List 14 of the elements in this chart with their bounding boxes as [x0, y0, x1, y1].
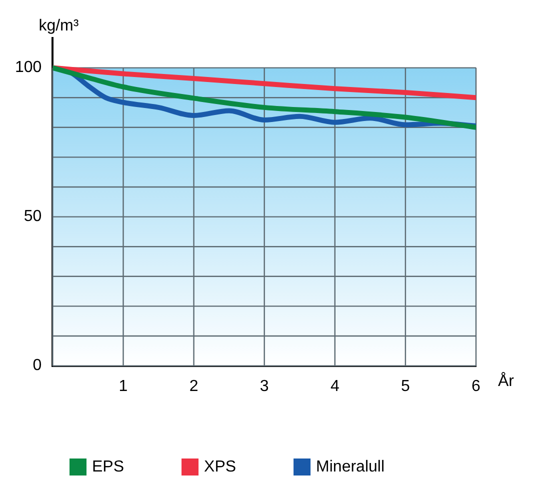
y-tick-label: 50: [24, 208, 42, 226]
legend-label: EPS: [92, 458, 124, 476]
x-tick-label: 4: [330, 378, 340, 395]
legend-label: XPS: [204, 458, 236, 476]
x-tick-label: 2: [189, 378, 198, 395]
x-axis-title: År: [498, 372, 515, 390]
x-tick-label: 3: [260, 378, 269, 395]
y-tick-label: 100: [14, 59, 42, 76]
y-tick-label: 0: [32, 357, 42, 374]
x-tick-label: 5: [400, 378, 410, 395]
y-axis-title: kg/m³: [38, 17, 80, 34]
x-tick-label: 1: [118, 378, 128, 395]
x-tick-label: 6: [472, 378, 481, 395]
legend-label: Mineralull: [316, 458, 384, 476]
